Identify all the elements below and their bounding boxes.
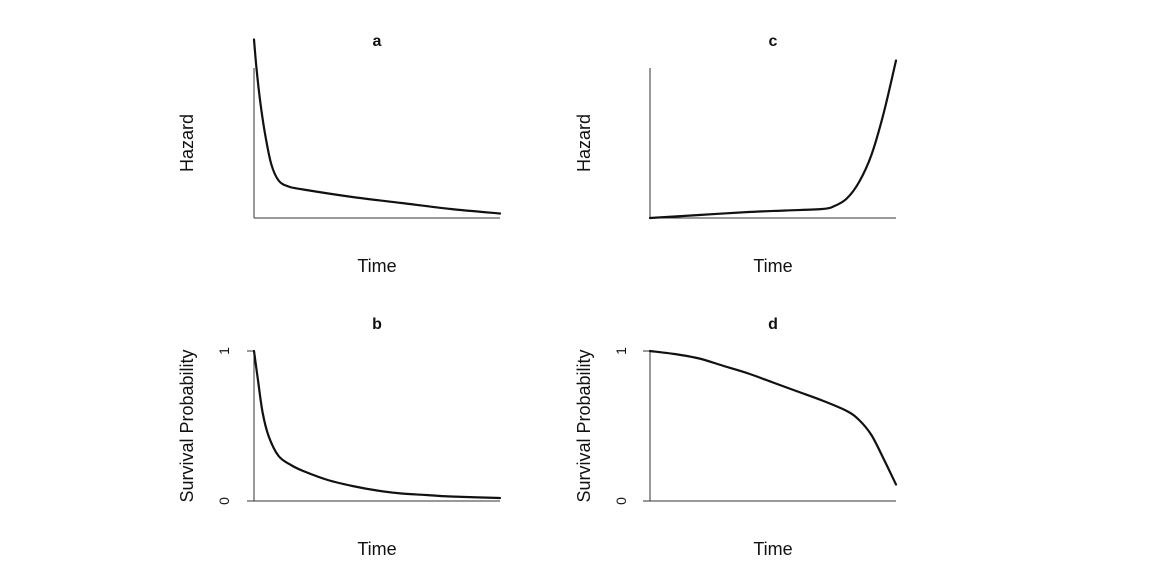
x-axis-label: Time	[753, 539, 792, 559]
panel-b-survival: b Survival Probability Time 0 1	[177, 316, 502, 559]
y-axis-label: Hazard	[574, 114, 594, 172]
panel-a-hazard: a Hazard Time	[177, 33, 502, 276]
panel-title: c	[769, 33, 778, 50]
x-axis-label: Time	[357, 256, 396, 276]
panel-title: b	[372, 316, 382, 333]
series-line	[252, 38, 502, 215]
panel-title: d	[768, 316, 778, 333]
y-tick-label-1: 1	[216, 347, 232, 355]
series-line	[648, 349, 898, 486]
x-axis-label: Time	[753, 256, 792, 276]
y-axis-label: Hazard	[177, 114, 197, 172]
y-axis-label: Survival Probability	[177, 349, 197, 502]
y-tick-label-0: 0	[216, 497, 232, 505]
panel-c-hazard: c Hazard Time	[574, 33, 898, 276]
panel-d-survival: d Survival Probability Time 0 1	[574, 316, 898, 559]
series-line	[252, 349, 502, 500]
x-axis-label: Time	[357, 539, 396, 559]
y-axis-label: Survival Probability	[574, 349, 594, 502]
panel-title: a	[373, 33, 382, 50]
y-tick-label-1: 1	[613, 347, 629, 355]
series-line	[648, 59, 898, 220]
y-tick-label-0: 0	[613, 497, 629, 505]
